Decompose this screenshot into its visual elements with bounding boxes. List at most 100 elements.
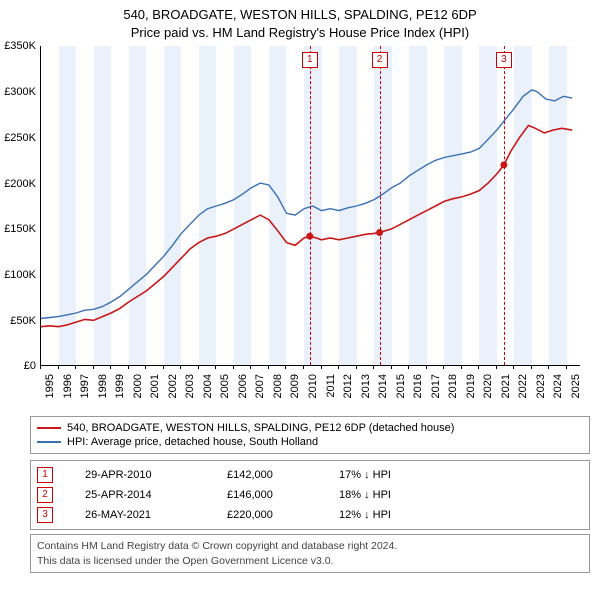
x-tick-mark [461,365,462,369]
y-tick-label: £200K [4,178,36,190]
legend-label: HPI: Average price, detached house, Sout… [67,436,318,448]
sales-table: 1 29-APR-2010 £142,000 17% ↓ HPI 2 25-APR-201… [30,460,590,530]
x-tick-mark [163,365,164,369]
x-tick-mark [321,365,322,369]
event-marker: 2 [372,52,388,68]
x-axis: 1995199619971998199920002001200220032004… [40,368,580,410]
legend-swatch [37,441,61,443]
x-tick-label: 2000 [132,374,144,398]
chart-area: £0£50K£100K£150K£200K£250K£300K£350K 123… [40,46,600,410]
legend-swatch [37,427,61,429]
x-tick-mark [198,365,199,369]
x-tick-label: 2001 [149,374,161,398]
x-tick-mark [285,365,286,369]
y-tick-label: £300K [4,86,36,98]
attribution-box: Contains HM Land Registry data © Crown c… [30,534,590,572]
sale-row: 1 29-APR-2010 £142,000 17% ↓ HPI [37,465,583,485]
x-tick-label: 2020 [482,374,494,398]
y-tick-label: £150K [4,223,36,235]
x-tick-label: 2002 [167,374,179,398]
x-tick-mark [145,365,146,369]
sale-row: 3 26-MAY-2021 £220,000 12% ↓ HPI [37,505,583,525]
x-tick-mark [356,365,357,369]
sale-delta: 18% ↓ HPI [339,489,429,501]
x-tick-mark [548,365,549,369]
sale-row: 2 25-APR-2014 £146,000 18% ↓ HPI [37,485,583,505]
x-tick-mark [566,365,567,369]
event-marker: 1 [302,52,318,68]
x-tick-mark [513,365,514,369]
y-tick-label: £50K [10,315,36,327]
x-tick-mark [443,365,444,369]
x-tick-mark [40,365,41,369]
x-tick-label: 2013 [360,374,372,398]
x-tick-mark [75,365,76,369]
x-tick-mark [338,365,339,369]
x-tick-mark [268,365,269,369]
x-tick-mark [496,365,497,369]
x-tick-label: 2014 [377,374,389,398]
x-tick-mark [478,365,479,369]
x-tick-mark [233,365,234,369]
event-marker: 3 [496,52,512,68]
x-tick-label: 2021 [500,374,512,398]
x-tick-mark [93,365,94,369]
line-layer [41,46,581,366]
y-tick-label: £350K [4,40,36,52]
x-tick-label: 2005 [219,374,231,398]
y-tick-label: £250K [4,132,36,144]
x-tick-label: 2006 [237,374,249,398]
x-tick-label: 2003 [184,374,196,398]
series-line-hpi [41,90,572,319]
sale-price: £146,000 [227,489,307,501]
x-tick-label: 2010 [307,374,319,398]
event-line [504,46,505,365]
x-tick-label: 2008 [272,374,284,398]
x-tick-label: 2009 [289,374,301,398]
x-tick-mark [426,365,427,369]
x-tick-mark [180,365,181,369]
legend-box: 540, BROADGATE, WESTON HILLS, SPALDING, … [30,416,590,454]
x-tick-mark [110,365,111,369]
x-tick-label: 2022 [517,374,529,398]
sale-date: 25-APR-2014 [85,489,195,501]
legend-row: 540, BROADGATE, WESTON HILLS, SPALDING, … [37,421,583,435]
attribution-line: This data is licensed under the Open Gov… [37,554,583,568]
event-line [310,46,311,365]
sale-price: £142,000 [227,469,307,481]
x-tick-mark [215,365,216,369]
x-tick-label: 2015 [395,374,407,398]
x-tick-mark [408,365,409,369]
sale-delta: 17% ↓ HPI [339,469,429,481]
x-tick-label: 1996 [62,374,74,398]
sale-price: £220,000 [227,509,307,521]
y-axis: £0£50K£100K£150K£200K£250K£300K£350K [0,46,40,366]
x-tick-label: 1995 [44,374,56,398]
x-tick-label: 2023 [535,374,547,398]
x-tick-mark [373,365,374,369]
x-tick-label: 1998 [97,374,109,398]
sale-date: 29-APR-2010 [85,469,195,481]
x-tick-label: 2011 [325,374,337,398]
x-tick-label: 2017 [430,374,442,398]
x-tick-label: 2016 [412,374,424,398]
sale-delta: 12% ↓ HPI [339,509,429,521]
x-tick-label: 1999 [114,374,126,398]
x-tick-label: 2004 [202,374,214,398]
sale-date: 26-MAY-2021 [85,509,195,521]
x-tick-label: 2018 [447,374,459,398]
x-tick-mark [391,365,392,369]
legend-row: HPI: Average price, detached house, Sout… [37,435,583,449]
sale-marker: 3 [37,507,53,523]
sale-marker: 1 [37,467,53,483]
attribution-line: Contains HM Land Registry data © Crown c… [37,539,583,553]
chart-container: 540, BROADGATE, WESTON HILLS, SPALDING, … [0,0,600,573]
x-tick-label: 2019 [465,374,477,398]
x-tick-mark [303,365,304,369]
x-tick-mark [531,365,532,369]
title-address: 540, BROADGATE, WESTON HILLS, SPALDING, … [0,6,600,24]
title-subtitle: Price paid vs. HM Land Registry's House … [0,24,600,42]
y-tick-label: £100K [4,269,36,281]
sale-marker: 2 [37,487,53,503]
title-block: 540, BROADGATE, WESTON HILLS, SPALDING, … [0,0,600,42]
